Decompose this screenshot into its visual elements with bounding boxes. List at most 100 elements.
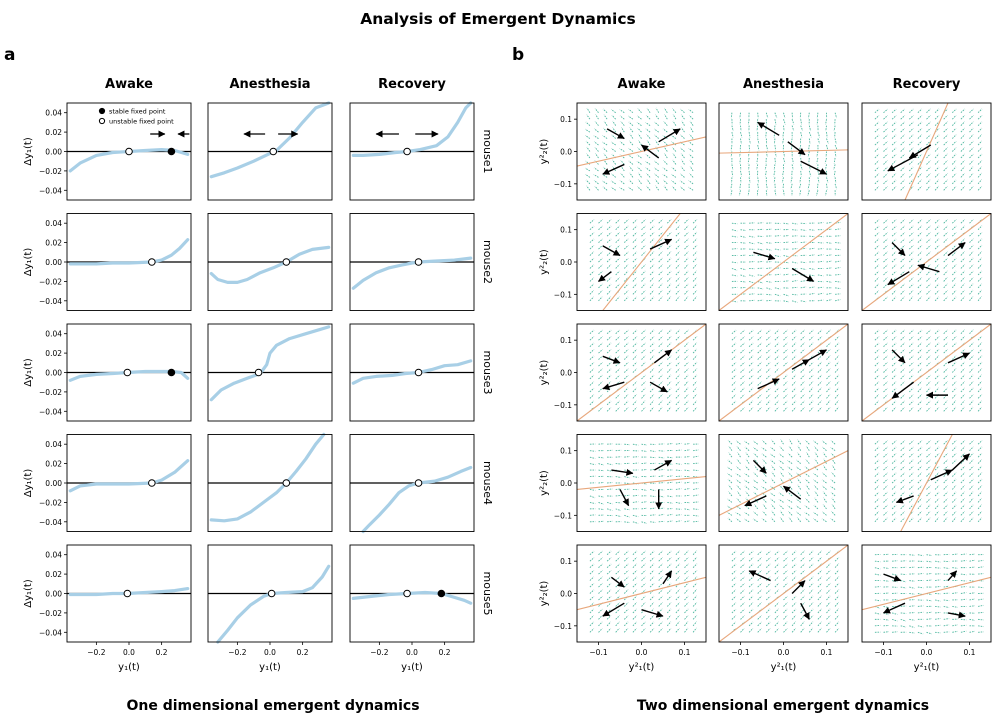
quiver-vector — [645, 115, 651, 120]
quiver-vector — [826, 329, 831, 335]
quiver-vector — [774, 112, 778, 119]
quiver-vector — [666, 218, 672, 224]
quiver-vector — [589, 355, 595, 360]
quiver-vector — [977, 517, 983, 523]
quiver-vector — [589, 582, 595, 588]
quiver-vector — [615, 257, 620, 263]
quiver-vector — [826, 615, 831, 620]
quiver-vector — [891, 355, 897, 360]
quiver-vector — [765, 582, 771, 588]
quiver-vector — [951, 498, 957, 503]
quiver-vector — [790, 138, 793, 145]
quiver-vector — [900, 560, 907, 562]
quiver-vector — [900, 108, 906, 114]
quiver-vector — [926, 374, 931, 380]
quiver-vector — [615, 449, 622, 452]
quiver-vector — [900, 618, 907, 622]
quiver-vector — [951, 251, 957, 256]
quiver-vector — [632, 348, 638, 354]
quiver-vector — [598, 482, 605, 484]
unstable-fixed-point — [123, 589, 132, 598]
quiver-vector — [602, 166, 608, 172]
quiver-vector — [649, 219, 655, 224]
quiver-vector — [917, 611, 924, 614]
trajectory-arrow — [641, 144, 660, 159]
quiver-vector — [623, 342, 629, 347]
quiver-vector — [757, 615, 762, 620]
quiver-vector — [809, 286, 815, 289]
quiver-vector — [619, 115, 625, 120]
quiver-vector — [641, 251, 646, 256]
quiver-vector — [883, 244, 888, 250]
quiver-vector — [969, 553, 976, 556]
quiver-vector — [641, 406, 646, 412]
quiver-vector — [679, 173, 685, 178]
quiver-vector — [934, 147, 940, 152]
quiver-vector — [960, 381, 966, 386]
quiver-vector — [891, 134, 897, 139]
quiver-vector — [632, 576, 638, 581]
trajectory-arrow — [606, 128, 625, 140]
quiver-vector — [808, 170, 812, 177]
quiver-vector — [926, 270, 931, 276]
quiver-vector — [900, 485, 905, 490]
quiver-vector — [934, 173, 940, 178]
quiver-vector — [615, 488, 622, 490]
quiver-vector — [727, 439, 733, 445]
quiver-vector — [666, 270, 672, 276]
quiver-vector — [821, 440, 827, 445]
quiver-vector — [598, 264, 603, 269]
quiver-vector — [826, 299, 832, 302]
quiver-vector — [658, 468, 665, 471]
quiver-vector — [800, 608, 805, 614]
x-tick-label: 0.1 — [679, 648, 691, 657]
quiver-vector — [943, 166, 948, 172]
quiver-vector — [977, 231, 983, 237]
quiver-vector — [632, 329, 638, 335]
quiver-vector — [684, 520, 690, 523]
y-axis-label: Δy₁(t) — [23, 469, 34, 498]
quiver-vector — [874, 166, 880, 172]
quiver-vector — [658, 582, 663, 588]
x-tick-label: 0.0 — [921, 648, 933, 657]
quiver-vector — [908, 283, 914, 289]
quiver-vector — [977, 185, 983, 191]
quiver-vector — [978, 559, 984, 562]
quiver-vector — [969, 121, 974, 126]
quiver-vector — [641, 621, 646, 627]
quiver-vector — [800, 329, 806, 335]
quiver-vector — [883, 134, 888, 139]
quiver-vector — [917, 631, 924, 635]
quiver-vector — [926, 491, 931, 497]
quiver-vector — [774, 608, 779, 614]
quiver-vector — [969, 244, 974, 250]
y-axis-label: y²₂(t) — [539, 470, 550, 496]
quiver-vector — [740, 570, 745, 575]
quiver-vector — [606, 602, 612, 607]
quiver-vector — [977, 335, 983, 341]
quiver-vector — [619, 141, 625, 146]
quiver-vector — [650, 514, 656, 516]
quiver-vector — [641, 628, 646, 633]
quiver-vector — [692, 602, 698, 607]
quiver-vector — [951, 264, 957, 269]
quiver-vector — [589, 296, 595, 302]
quiver-vector — [800, 374, 805, 380]
quiver-vector — [675, 257, 680, 263]
quiver-vector — [943, 231, 948, 237]
quiver-vector — [641, 374, 646, 380]
quiver-vector — [765, 557, 771, 562]
trajectory-arrow — [947, 242, 966, 257]
quiver-vector — [757, 280, 764, 284]
quiver-vector — [688, 186, 694, 191]
quiver-vector — [900, 336, 905, 341]
quiver-vector — [874, 374, 880, 380]
quiver-vector — [883, 257, 888, 263]
column-heading-b: Anesthesia — [743, 77, 824, 92]
quiver-vector — [823, 458, 827, 464]
quiver-vector — [589, 264, 595, 269]
quiver-vector — [585, 173, 591, 178]
quiver-vector — [908, 355, 914, 360]
quiver-vector — [800, 300, 807, 303]
quiver-vector — [892, 598, 898, 601]
